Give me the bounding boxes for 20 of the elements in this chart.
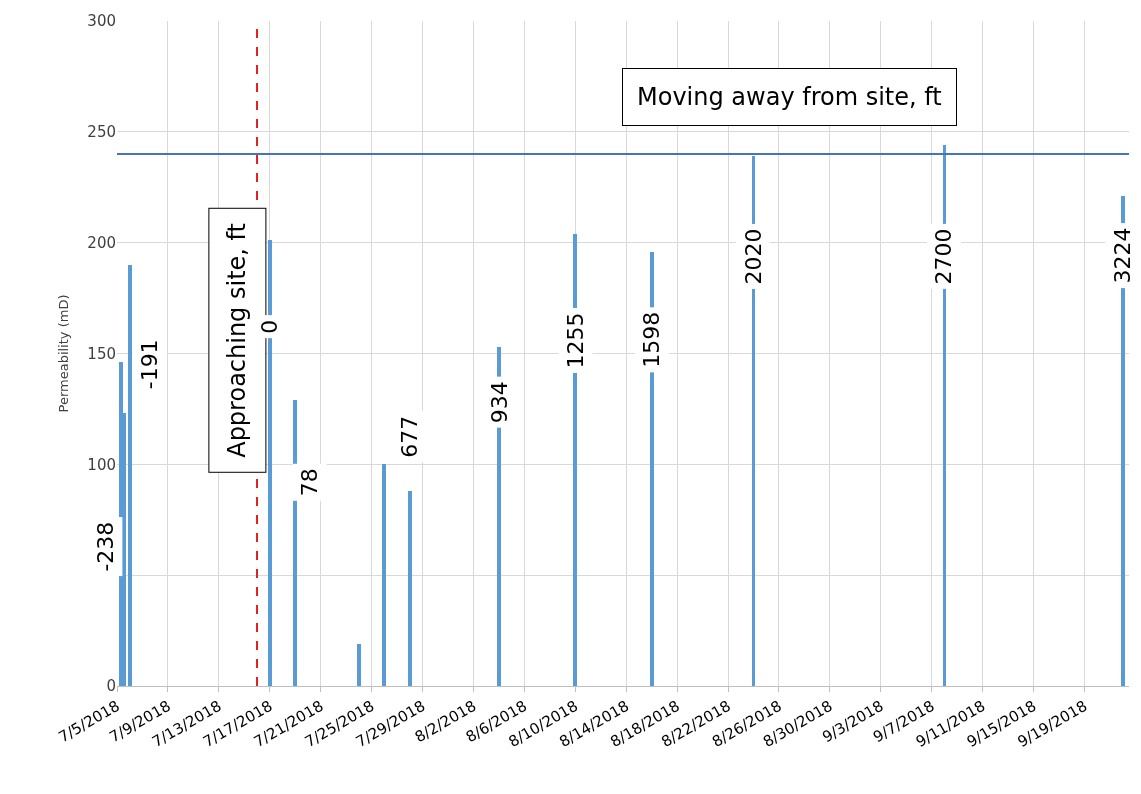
annotation: -238 — [92, 521, 118, 572]
annotation: 2700 — [931, 228, 957, 285]
y-tick-label: 0 — [106, 677, 116, 696]
y-tick-label: 100 — [87, 455, 116, 474]
y-axis-title: Permeability (mD) — [56, 294, 72, 413]
annotation: -191 — [137, 339, 163, 390]
y-tick-label: 250 — [87, 123, 116, 142]
y-tick-label: 300 — [87, 12, 116, 31]
annotation: 677 — [396, 415, 422, 458]
y-tick-label: 200 — [87, 233, 116, 252]
annotation: 934 — [486, 381, 512, 424]
annotation: 78 — [297, 468, 323, 497]
annotation: 0 — [256, 319, 282, 334]
y-tick-label: 150 — [87, 344, 116, 363]
annotation: 3224 — [1109, 227, 1135, 284]
annotation: 1598 — [639, 311, 665, 368]
annotation: 1255 — [563, 312, 589, 369]
annotation: Approaching site, ft — [223, 222, 252, 458]
annotation: Moving away from site, ft — [637, 83, 942, 111]
annotation: 2020 — [740, 228, 766, 285]
